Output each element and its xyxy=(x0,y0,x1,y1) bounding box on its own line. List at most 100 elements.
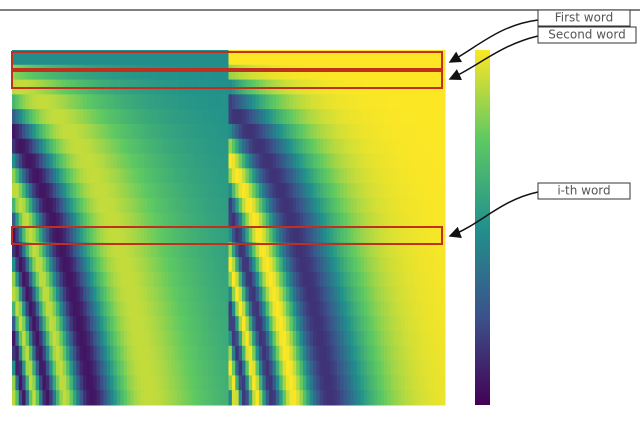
heatmap-cell xyxy=(262,345,267,362)
heatmap-cell xyxy=(99,183,104,199)
heatmap-cell xyxy=(245,123,250,140)
heatmap-cell xyxy=(228,94,233,110)
heatmap-cell xyxy=(181,316,186,332)
heatmap-cell xyxy=(45,257,50,273)
heatmap-cell xyxy=(387,227,392,243)
heatmap-cell xyxy=(242,257,246,273)
heatmap-cell xyxy=(130,138,135,155)
heatmap-cell xyxy=(306,301,311,317)
heatmap-cell xyxy=(140,286,145,302)
heatmap-cell xyxy=(357,316,361,332)
heatmap-cell xyxy=(401,153,405,169)
heatmap-cell xyxy=(282,94,287,110)
heatmap-cell xyxy=(150,109,155,125)
heatmap-cell xyxy=(421,286,426,302)
heatmap-cell xyxy=(208,375,213,391)
heatmap-cell xyxy=(255,257,260,273)
heatmap-cell xyxy=(282,64,287,81)
heatmap-cell xyxy=(438,316,443,332)
heatmap-cell xyxy=(319,331,324,347)
heatmap-cell xyxy=(170,360,175,376)
heatmap-cell xyxy=(231,197,236,214)
heatmap-cell xyxy=(52,345,57,362)
heatmap-cell xyxy=(103,360,108,376)
heatmap-cell xyxy=(12,183,16,199)
heatmap-cell xyxy=(431,183,436,199)
heatmap-cell xyxy=(79,242,84,258)
heatmap-cell xyxy=(39,153,43,169)
heatmap-cell xyxy=(59,331,64,347)
heatmap-cell xyxy=(140,390,145,406)
heatmap-cell xyxy=(363,109,368,125)
heatmap-cell xyxy=(110,153,114,169)
heatmap-cell xyxy=(201,94,206,110)
heatmap-cell xyxy=(262,138,267,155)
heatmap-cell xyxy=(302,138,307,155)
heatmap-cell xyxy=(407,375,412,391)
heatmap-cell xyxy=(404,316,409,332)
heatmap-cell xyxy=(76,390,81,406)
heatmap-cell xyxy=(89,64,94,81)
heatmap-cell xyxy=(279,375,284,391)
heatmap-cell xyxy=(228,286,233,302)
heatmap-cell xyxy=(103,197,108,214)
heatmap-cell xyxy=(316,257,321,273)
heatmap-cell xyxy=(12,197,16,214)
heatmap-cell xyxy=(299,197,304,214)
heatmap-cell xyxy=(441,301,446,317)
heatmap-cell xyxy=(417,109,422,125)
heatmap-cell xyxy=(191,50,196,66)
heatmap-cell xyxy=(438,390,443,406)
heatmap-cell xyxy=(120,123,125,140)
heatmap-cell xyxy=(245,64,250,81)
heatmap-cell xyxy=(319,301,324,317)
heatmap-cell xyxy=(164,153,169,169)
heatmap-cell xyxy=(340,257,345,273)
heatmap-cell xyxy=(404,331,409,347)
heatmap-cell xyxy=(39,345,43,362)
heatmap-cell xyxy=(177,316,182,332)
heatmap-cell xyxy=(62,227,67,243)
heatmap-cell xyxy=(235,227,240,243)
heatmap-cell xyxy=(367,197,372,214)
heatmap-cell xyxy=(360,64,365,81)
heatmap-cell xyxy=(194,331,199,347)
heatmap-cell xyxy=(25,168,30,184)
heatmap-cell xyxy=(157,109,162,125)
heatmap-cell xyxy=(86,301,91,317)
heatmap-cell xyxy=(424,257,429,273)
heatmap-cell xyxy=(336,271,341,288)
heatmap-cell xyxy=(45,197,50,214)
heatmap-cell xyxy=(204,212,209,228)
heatmap-cell xyxy=(228,301,233,317)
heatmap-cell xyxy=(401,197,405,214)
heatmap-cell xyxy=(373,212,378,228)
heatmap-cell xyxy=(373,390,378,406)
heatmap-cell xyxy=(66,109,71,125)
heatmap-cell xyxy=(93,257,98,273)
heatmap-cell xyxy=(123,109,128,125)
heatmap-cell xyxy=(198,197,202,214)
heatmap-cell xyxy=(390,301,395,317)
heatmap-cell xyxy=(93,168,98,184)
heatmap-cell xyxy=(157,242,162,258)
heatmap-cell xyxy=(35,197,40,214)
heatmap-cell xyxy=(373,227,378,243)
heatmap-cell xyxy=(174,360,179,376)
heatmap-cell xyxy=(424,271,429,288)
heatmap-cell xyxy=(313,331,317,347)
heatmap-cell xyxy=(370,331,375,347)
heatmap-cell xyxy=(289,301,294,317)
heatmap-cell xyxy=(441,94,446,110)
heatmap-cell xyxy=(72,50,77,66)
heatmap-cell xyxy=(238,257,243,273)
heatmap-cell xyxy=(113,242,118,258)
heatmap-cell xyxy=(59,168,64,184)
heatmap-cell xyxy=(289,123,294,140)
heatmap-cell xyxy=(434,64,439,81)
heatmap-cell xyxy=(340,301,345,317)
heatmap-cell xyxy=(79,197,84,214)
heatmap-cell xyxy=(431,390,436,406)
heatmap-cell xyxy=(194,50,199,66)
heatmap-cell xyxy=(394,242,399,258)
